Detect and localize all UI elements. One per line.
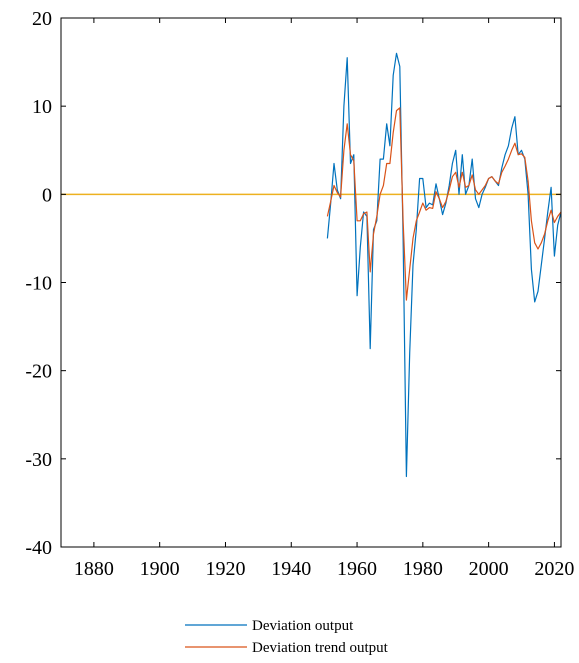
plot-background (61, 18, 561, 547)
series-layer (326, 52, 562, 478)
series-line-deviation-output (326, 52, 562, 478)
series-line-deviation-trend-output (326, 107, 562, 301)
y-tick-label: -20 (25, 361, 52, 383)
y-tick-label: -40 (25, 537, 52, 559)
x-tick-label: 1880 (74, 558, 114, 580)
y-tick-label: 10 (32, 96, 52, 118)
legend: Deviation output Deviation trend output (185, 618, 389, 656)
axis-layer: 1880 1900 1920 1940 1960 1980 2000 202020100-10… (25, 8, 574, 580)
x-tick-label: 2000 (469, 558, 509, 580)
x-tick-label: 1980 (403, 558, 443, 580)
x-tick-label: 1960 (337, 558, 377, 580)
x-tick-label: 2020 (534, 558, 574, 580)
x-tick-label: 1900 (140, 558, 180, 580)
y-tick-label: -10 (25, 273, 52, 295)
y-tick-label: 0 (42, 184, 52, 206)
y-tick-label: 20 (32, 8, 52, 30)
legend-label: Deviation trend output (252, 640, 389, 656)
x-tick-label: 1940 (271, 558, 311, 580)
x-tick-label: 1920 (205, 558, 245, 580)
legend-label: Deviation output (252, 618, 354, 634)
y-tick-label: -30 (25, 449, 52, 471)
